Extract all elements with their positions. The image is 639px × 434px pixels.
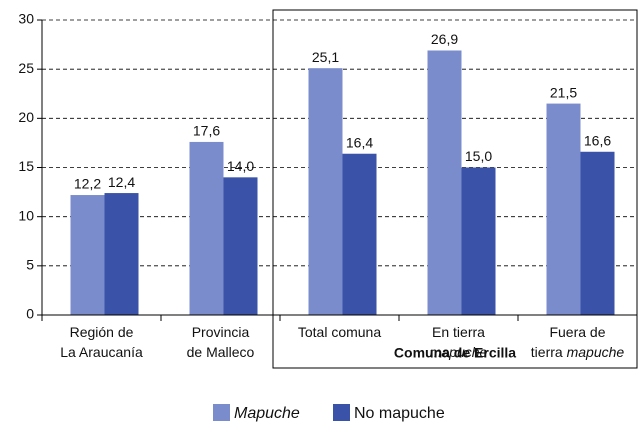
bar (104, 193, 139, 315)
x-tick-label: En tierra (432, 324, 485, 340)
bar (427, 50, 462, 315)
x-tick-label: de Malleco (187, 344, 255, 360)
legend-swatch (213, 404, 230, 421)
legend-label: No mapuche (354, 405, 445, 422)
legend-swatch (333, 404, 350, 421)
value-label: 15,0 (465, 148, 492, 164)
value-label: 25,1 (312, 49, 339, 65)
group-label: Comuna de Ercilla (394, 345, 516, 361)
bar (580, 151, 615, 315)
bar (546, 103, 581, 315)
x-tick-label: La Araucanía (60, 344, 143, 360)
bar (308, 68, 343, 315)
y-tick-label: 10 (18, 207, 34, 223)
y-tick-label: 20 (18, 109, 34, 125)
label-segment: de Malleco (187, 344, 255, 360)
label-segment: tierra (531, 344, 567, 360)
label-segment: Fuera de (549, 324, 605, 340)
value-label: 12,4 (108, 174, 135, 190)
label-segment: La Araucanía (60, 344, 143, 360)
label-segment: mapuche (430, 344, 488, 360)
bar (342, 153, 377, 315)
bar (189, 141, 224, 315)
bar (223, 177, 258, 315)
x-tick-label: Región de (70, 324, 134, 340)
value-label: 16,6 (584, 132, 611, 148)
label-segment: Total comuna (298, 324, 381, 340)
y-tick-label: 25 (18, 60, 34, 76)
x-tick-label: Provincia (192, 324, 250, 340)
value-label: 26,9 (431, 31, 458, 47)
x-tick-label: Total comuna (298, 324, 381, 340)
bar (70, 195, 105, 315)
y-tick-label: 30 (18, 11, 34, 27)
y-tick-label: 15 (18, 158, 34, 174)
label-segment: Región de (70, 324, 134, 340)
bar (461, 167, 496, 315)
value-label: 12,2 (74, 176, 101, 192)
group-box (272, 9, 638, 369)
label-segment: En tierra (432, 324, 485, 340)
y-tick-label: 5 (26, 257, 34, 273)
value-label: 14,0 (227, 158, 254, 174)
label-segment: mapuche (567, 344, 625, 360)
x-tick-label: tierra mapuche (531, 344, 625, 360)
legend-label: Mapuche (234, 405, 300, 422)
value-label: 16,4 (346, 134, 373, 150)
y-tick-label: 0 (26, 306, 34, 322)
label-segment: Provincia (192, 324, 250, 340)
x-tick-label: Fuera de (549, 324, 605, 340)
value-label: 21,5 (550, 84, 577, 100)
value-label: 17,6 (193, 123, 220, 139)
x-tick-label: mapuche (430, 344, 488, 360)
